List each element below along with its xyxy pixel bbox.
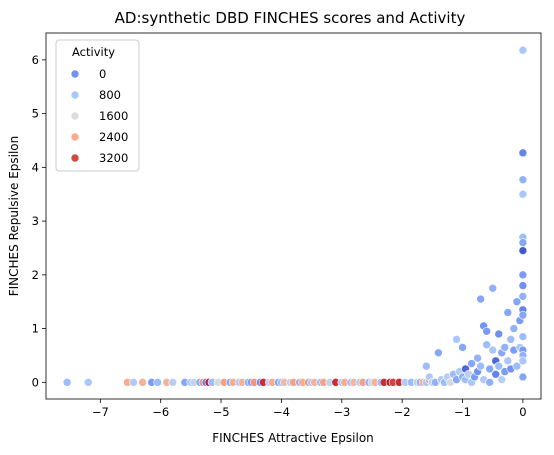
data-point-101 <box>494 361 504 371</box>
data-point-117 <box>518 148 528 158</box>
data-point-118 <box>518 175 528 185</box>
y-tick-label: 2 <box>32 268 39 282</box>
data-point-100 <box>494 329 504 339</box>
data-point-83 <box>467 359 476 368</box>
y-tick-label: 3 <box>32 214 39 228</box>
legend-marker <box>70 111 80 121</box>
x-tick-label: −6 <box>152 405 169 419</box>
legend-label: 3200 <box>99 151 128 165</box>
data-point-88 <box>476 294 485 304</box>
data-point-65 <box>422 361 431 371</box>
legend-marker <box>70 90 80 100</box>
data-point-0 <box>62 378 72 387</box>
data-point-8 <box>168 378 178 387</box>
x-axis-label: FINCHES Attractive Epsilon <box>212 431 374 445</box>
legend-label: 800 <box>99 88 121 102</box>
data-point-132 <box>518 372 528 382</box>
legend-marker <box>70 153 80 163</box>
legend-label: 2400 <box>99 130 128 144</box>
chart-title: AD:synthetic DBD FINCHES scores and Acti… <box>115 9 466 27</box>
data-point-107 <box>503 356 513 366</box>
data-point-96 <box>488 283 498 293</box>
y-tick-label: 5 <box>32 107 39 121</box>
x-tick-label: −7 <box>92 405 109 419</box>
data-point-89 <box>476 361 485 371</box>
data-point-75 <box>452 335 461 344</box>
legend-marker <box>70 69 80 79</box>
data-point-4 <box>138 378 147 387</box>
data-point-103 <box>497 375 507 384</box>
data-point-97 <box>488 345 498 355</box>
data-point-112 <box>512 297 522 307</box>
legend-marker <box>70 132 80 142</box>
data-point-98 <box>491 369 501 379</box>
x-tick-label: −1 <box>454 405 471 419</box>
x-tick-label: 0 <box>519 405 526 419</box>
data-point-1 <box>83 378 93 387</box>
x-tick-label: −2 <box>394 405 411 419</box>
y-tick-label: 4 <box>32 160 39 174</box>
x-tick-label: −5 <box>213 405 230 419</box>
data-point-113 <box>512 361 522 371</box>
data-point-79 <box>458 343 467 352</box>
data-point-124 <box>518 281 528 290</box>
data-point-94 <box>485 364 494 374</box>
plot-area <box>45 32 542 400</box>
data-point-116 <box>518 45 528 55</box>
points-layer <box>62 45 528 387</box>
data-point-131 <box>518 356 528 366</box>
data-point-128 <box>518 332 528 341</box>
data-point-125 <box>518 292 528 301</box>
data-point-69 <box>434 348 443 358</box>
data-point-122 <box>518 246 528 255</box>
data-point-108 <box>506 335 516 344</box>
data-point-104 <box>500 343 510 352</box>
data-point-6 <box>153 378 162 387</box>
x-axis-ticks: −7 −6 −5 −4 −3 −2 −1 0 <box>92 399 527 419</box>
y-tick-label: 6 <box>32 53 39 67</box>
data-point-110 <box>509 324 519 333</box>
data-point-86 <box>473 353 482 363</box>
legend-entries: 0 800 1600 2400 3200 <box>70 67 128 165</box>
y-axis-label: FINCHES Repulsive Epsilon <box>7 136 21 297</box>
data-point-92 <box>482 340 491 350</box>
axes-frame <box>45 32 542 400</box>
y-tick-label: 0 <box>32 375 39 389</box>
legend-title: Activity <box>72 45 115 59</box>
data-point-127 <box>518 310 528 320</box>
legend: Activity 0 800 1600 2400 3200 <box>55 39 140 172</box>
y-axis-ticks: 0 1 2 3 4 5 6 <box>32 53 46 389</box>
legend-label: 0 <box>99 67 106 81</box>
data-point-119 <box>518 189 528 199</box>
data-point-123 <box>518 270 528 280</box>
data-point-95 <box>485 378 494 387</box>
legend-label: 1600 <box>99 109 128 123</box>
data-point-93 <box>482 326 491 336</box>
data-point-3 <box>129 378 138 387</box>
data-point-121 <box>518 238 528 247</box>
x-tick-label: −3 <box>333 405 350 419</box>
x-tick-label: −4 <box>273 405 290 419</box>
data-point-106 <box>503 308 513 317</box>
y-tick-label: 1 <box>32 322 39 336</box>
